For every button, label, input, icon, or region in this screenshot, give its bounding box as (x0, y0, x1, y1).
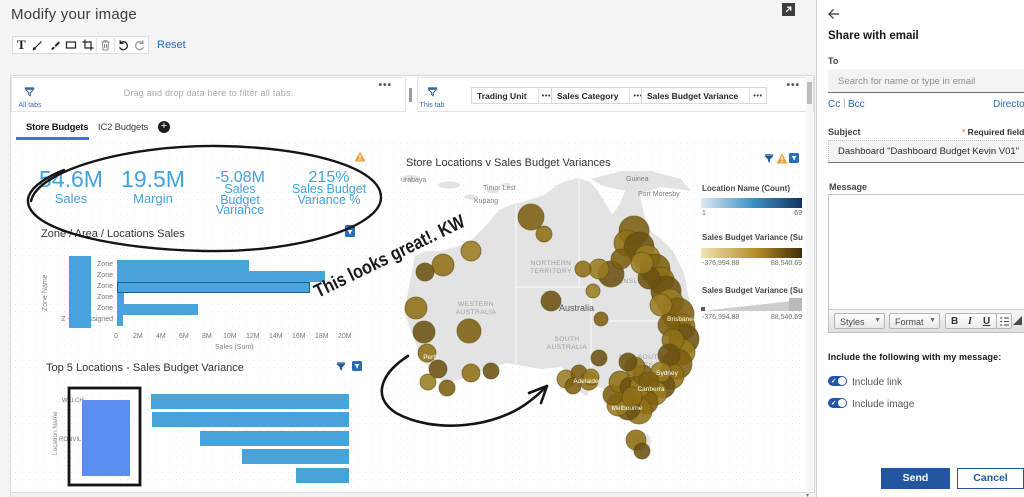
svg-text:Perth: Perth (423, 354, 439, 361)
svg-text:urabaya: urabaya (401, 177, 426, 184)
svg-text:TERRITORY: TERRITORY (530, 268, 572, 275)
svg-text:Brisbane: Brisbane (667, 316, 693, 323)
svg-text:88,540.69: 88,540.69 (771, 314, 802, 321)
svg-text:-376,994.88: -376,994.88 (702, 314, 739, 321)
svg-text:Adelaide: Adelaide (573, 378, 599, 385)
svg-text:Kupang: Kupang (474, 198, 498, 205)
svg-text:Sales Budget Variance (Sur: Sales Budget Variance (Sur (702, 233, 803, 242)
svg-text:QUEENSLAND: QUEENSLAND (603, 278, 653, 285)
svg-text:Sales Budget Variance (Sur: Sales Budget Variance (Sur (702, 286, 803, 295)
svg-text:-376,994.88: -376,994.88 (702, 260, 739, 267)
svg-text:1: 1 (702, 210, 706, 217)
svg-text:NEW SOUTH: NEW SOUTH (619, 354, 663, 361)
svg-text:Canberra: Canberra (637, 386, 664, 393)
svg-text:Timor Lest: Timor Lest (483, 185, 516, 192)
svg-text:Australia: Australia (559, 303, 594, 313)
svg-text:Guinea: Guinea (626, 176, 649, 183)
svg-text:69: 69 (794, 210, 802, 217)
svg-text:AUSTRALIA: AUSTRALIA (547, 344, 588, 351)
svg-text:Sydney: Sydney (656, 370, 678, 377)
svg-text:WESTERN: WESTERN (458, 301, 494, 308)
svg-text:AUSTRALIA: AUSTRALIA (456, 309, 497, 316)
svg-text:NORTHERN: NORTHERN (531, 260, 572, 267)
svg-text:Melbourne: Melbourne (612, 405, 643, 412)
svg-text:Location Name (Count): Location Name (Count) (702, 184, 790, 193)
svg-text:Port Moresby: Port Moresby (638, 191, 680, 198)
svg-text:SOUTH: SOUTH (554, 336, 579, 343)
svg-text:88,540.69: 88,540.69 (771, 260, 802, 267)
svg-text:This looks great!. KW: This looks great!. KW (311, 211, 469, 302)
